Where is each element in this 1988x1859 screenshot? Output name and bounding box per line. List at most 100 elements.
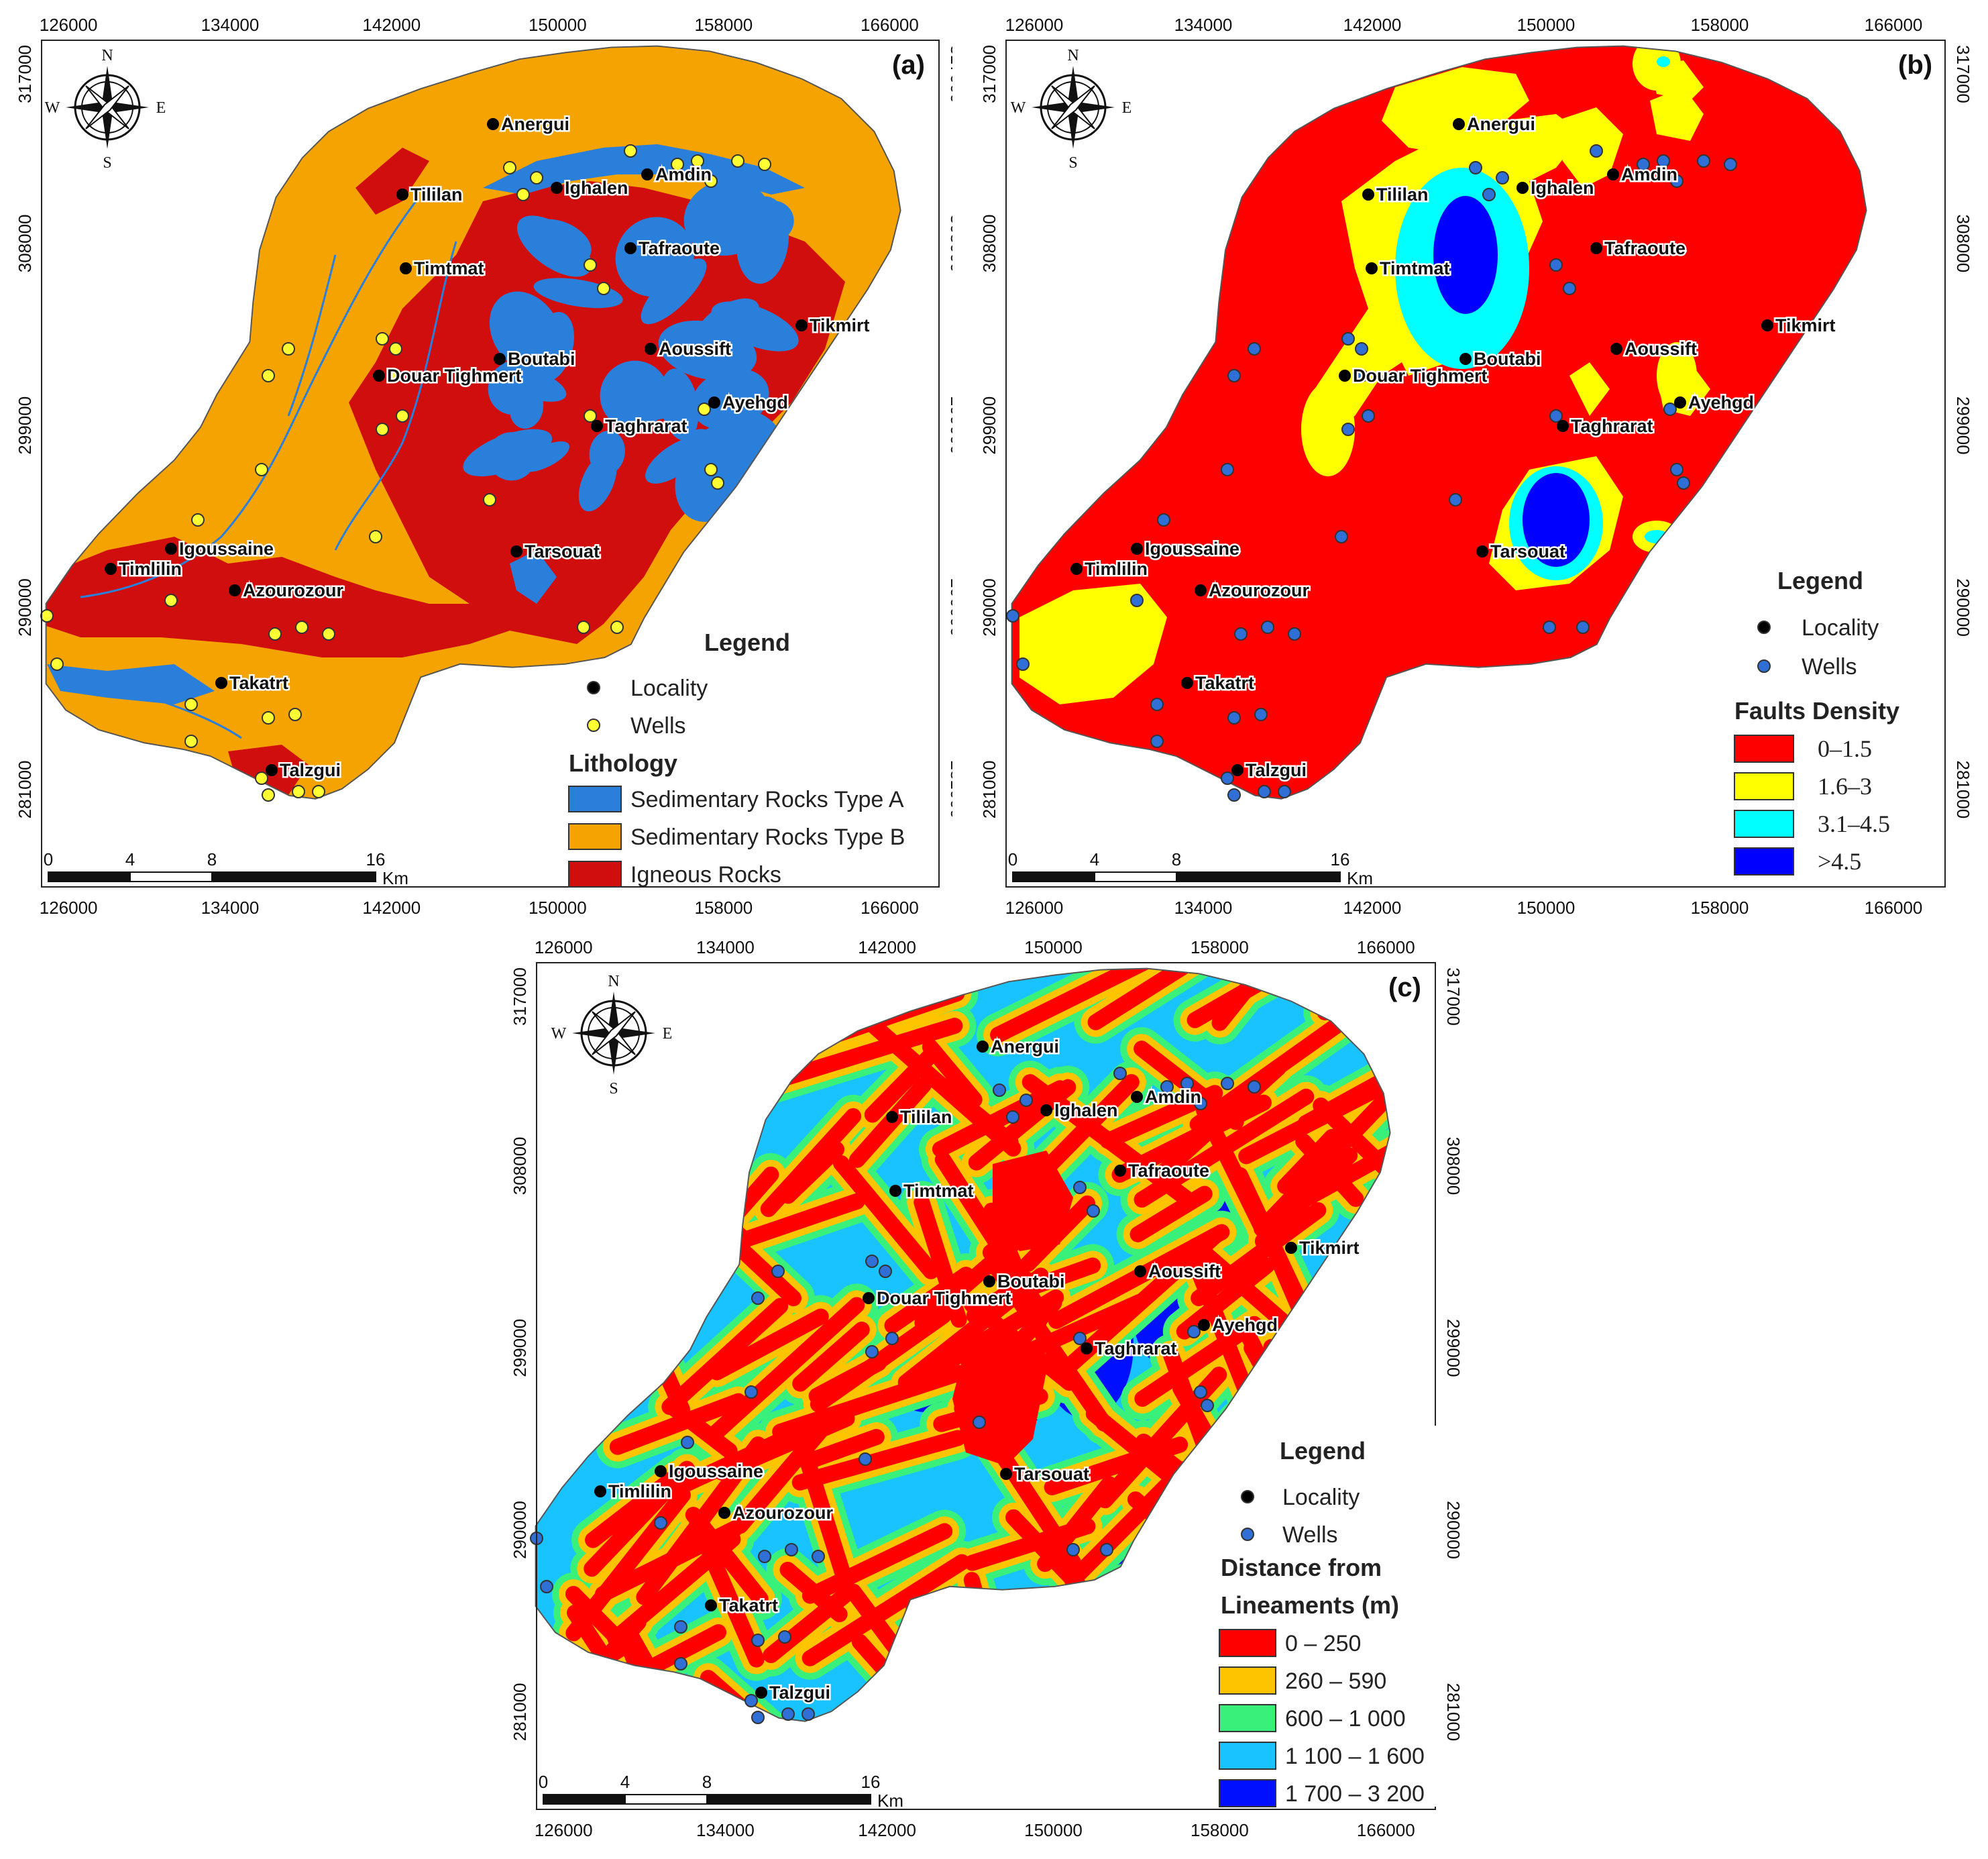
x-tick-top: 158000: [694, 15, 753, 35]
scale-tick: 4: [620, 1772, 630, 1792]
well-marker: [1469, 161, 1482, 174]
well-marker: [785, 1543, 798, 1556]
well-marker: [295, 621, 309, 634]
well-marker: [516, 188, 530, 201]
scale-tick: 4: [125, 849, 135, 869]
well-marker: [1637, 158, 1650, 171]
scale-tick: 0: [44, 849, 53, 869]
map-frame: [1005, 40, 1946, 888]
well-marker: [1006, 609, 1019, 623]
well-marker: [674, 1620, 687, 1634]
locality-label: Anergui: [501, 114, 569, 134]
well-marker: [1113, 1067, 1127, 1080]
locality-label: Takatrt: [229, 673, 288, 693]
legend-swatch: [1219, 1742, 1276, 1770]
locality-marker: [1761, 319, 1773, 331]
well-marker: [1157, 513, 1170, 527]
point-layer: Anergui Amdin Ighalen Tililan Tafraoute Timtm…: [1006, 113, 1837, 802]
well-marker: [654, 1516, 667, 1530]
locality-marker: [1134, 1265, 1146, 1277]
well-marker: [1087, 1204, 1100, 1218]
well-marker: [1227, 788, 1241, 802]
scale-tick: 16: [861, 1772, 881, 1792]
well-marker: [1150, 735, 1164, 748]
locality-marker: [510, 545, 522, 557]
well-marker: [292, 785, 305, 798]
locality-label: Tafraoute: [639, 238, 720, 258]
locality-marker: [1131, 1091, 1143, 1103]
locality-marker: [1231, 764, 1244, 776]
well-marker: [1482, 188, 1496, 201]
well-marker: [674, 1657, 687, 1670]
legend-class-label: Igneous Rocks: [630, 862, 781, 888]
x-tick-bottom: 158000: [694, 898, 753, 918]
north-arrow-icon: [1032, 66, 1115, 149]
faults-density-map-panel: Anergui Amdin Ighalen Tililan Tafraoute Timtm…: [979, 0, 1988, 933]
well-marker: [704, 174, 718, 188]
well-marker: [1670, 174, 1683, 188]
well-marker: [610, 621, 624, 634]
x-tick-bottom: 158000: [1191, 1820, 1249, 1840]
legend-swatch: [568, 823, 622, 850]
locality-marker: [165, 543, 177, 555]
legend-class-title: Lithology: [569, 749, 677, 777]
well-marker: [268, 627, 282, 641]
locality-label: Taghrarat: [1095, 1338, 1177, 1359]
well-marker: [164, 594, 178, 607]
locality-label: Tikmirt: [810, 315, 870, 335]
locality-label: Boutabi: [997, 1271, 1065, 1291]
locality-label: Takatrt: [1195, 673, 1254, 693]
y-tick-right: 299000: [947, 396, 952, 455]
north-arrow-icon: [572, 992, 655, 1075]
x-tick-top: 150000: [1517, 15, 1576, 35]
well-marker: [1100, 1543, 1113, 1556]
y-tick-right: 281000: [1443, 1683, 1464, 1741]
well-marker: [859, 1452, 872, 1466]
well-marker: [1016, 657, 1030, 671]
well-marker: [758, 158, 771, 171]
legend-class-label: Sedimentary Rocks Type A: [630, 787, 904, 812]
legend: Legend Locality Wells Lithology Sedimentary …: [568, 629, 905, 888]
locality-label: Boutabi: [508, 349, 575, 369]
well-marker: [1130, 594, 1144, 607]
locality-marker: [708, 396, 720, 409]
locality-label: Boutabi: [1474, 349, 1541, 369]
well-marker: [1341, 423, 1355, 436]
x-tick-bottom: 158000: [1691, 898, 1749, 918]
locality-marker: [1557, 420, 1569, 432]
locality-label: Tarsouat: [1014, 1464, 1089, 1484]
scale-tick: 0: [539, 1772, 548, 1792]
locality-label: Takatrt: [719, 1595, 778, 1615]
locality-marker: [1610, 343, 1622, 355]
legend: Legend Locality Wells Faults Density 0–1.5 1.…: [1730, 557, 1944, 884]
locality-label: Timlilin: [1085, 559, 1148, 579]
legend-marker: [1757, 621, 1771, 634]
legend-swatch: [1219, 1629, 1276, 1657]
locality-label: Douar Tighmert: [387, 366, 522, 386]
legend-title: Legend: [1777, 567, 1863, 594]
well-marker: [1006, 1110, 1019, 1124]
y-tick-left: 281000: [15, 760, 35, 818]
y-tick-right: 281000: [947, 760, 952, 818]
locality-label: Tafraoute: [1604, 238, 1686, 258]
x-tick-bottom: 166000: [861, 898, 919, 918]
x-tick-top: 134000: [696, 937, 755, 957]
lithology-map-panel: Anergui Amdin Ighalen Tililan Tafraoute Timtm…: [0, 0, 952, 933]
legend-swatch: [568, 861, 622, 888]
legend-swatch: [1734, 772, 1794, 800]
well-marker: [1248, 1080, 1261, 1094]
well-marker: [812, 1550, 825, 1563]
well-marker: [973, 1416, 986, 1429]
well-marker: [1261, 621, 1274, 634]
y-tick-right: 308000: [947, 214, 952, 272]
well-marker: [1221, 463, 1234, 476]
legend-point-label: Wells: [1802, 654, 1857, 680]
locality-label: Timtmat: [414, 258, 484, 278]
well-marker: [1187, 1325, 1201, 1338]
x-tick-bottom: 134000: [1174, 898, 1233, 918]
legend-class-title: Distance from: [1221, 1554, 1382, 1581]
locality-marker: [594, 1485, 606, 1497]
x-tick-bottom: 150000: [1024, 1820, 1083, 1840]
x-tick-top: 150000: [1024, 937, 1083, 957]
well-marker: [1248, 342, 1261, 356]
